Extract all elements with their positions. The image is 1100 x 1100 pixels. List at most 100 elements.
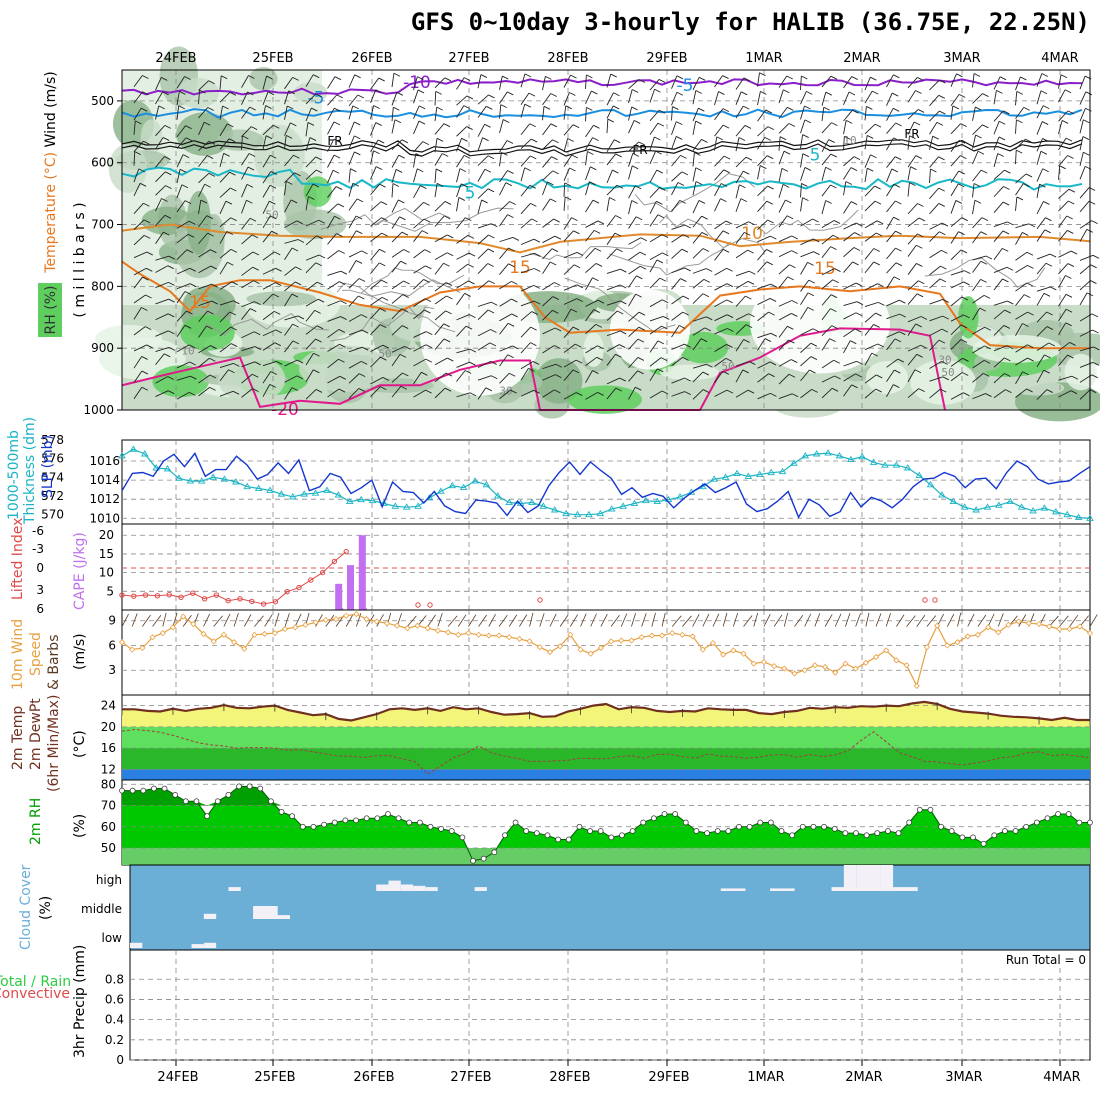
wind-barb-feather (425, 389, 432, 394)
wind-barb (585, 151, 588, 166)
wind-barb (1058, 215, 1068, 228)
wind-barb (305, 338, 316, 350)
wind-barb-feather (612, 105, 620, 110)
wind-barb (370, 232, 382, 242)
wind-barb-feather (856, 301, 864, 306)
wind-barb-feather (488, 94, 495, 99)
slp-tick-label: 1012 (89, 492, 120, 506)
wind-barb-feather (659, 109, 666, 114)
wind-barb-feather (510, 389, 517, 394)
wind-barb (477, 124, 485, 137)
wind-barb-feather (1046, 326, 1054, 330)
wind-barb (542, 282, 555, 291)
wind-barb-feather (375, 89, 382, 94)
wind-barb-feather (168, 298, 175, 303)
wind-barb (814, 613, 821, 627)
wind-barb (585, 356, 598, 367)
wind-barb-feather (749, 270, 756, 275)
wind-barb (520, 300, 535, 307)
wind-barb (778, 276, 789, 289)
wind-barb-feather (528, 367, 535, 372)
wind-barb-feather (532, 361, 540, 365)
wind-barb (1079, 264, 1091, 275)
wind-barb (294, 613, 302, 627)
y-tick-label: 700 (91, 218, 114, 232)
wind-barb (714, 124, 724, 137)
wind-point (658, 632, 666, 639)
wind-barb (219, 311, 231, 323)
wind-barb-feather (963, 314, 970, 319)
wind-barb-feather (596, 356, 603, 361)
wind-barb (649, 357, 662, 367)
wind-barb (907, 280, 919, 291)
wind-barb-feather (491, 223, 498, 228)
wind-barb (563, 182, 566, 197)
wind-barb-feather (851, 76, 858, 80)
wind-barb-feather (656, 200, 663, 205)
wind-barb-feather (918, 280, 925, 285)
wind-barb-feather (247, 166, 255, 171)
wind-barb (370, 183, 380, 196)
wind-barb (628, 293, 636, 307)
wind-barb (692, 167, 697, 182)
wind-barb-feather (1070, 390, 1078, 395)
wind-barb (499, 323, 509, 335)
wind-barb (434, 123, 445, 135)
rh-point (895, 830, 902, 836)
wind-barb-feather (740, 91, 748, 96)
wind-barb (219, 105, 223, 120)
wind-barb-feather (436, 137, 444, 142)
wind-barb-feather (661, 234, 669, 239)
wind-barb-feather (252, 251, 260, 256)
wind-barb-feather (1004, 309, 1011, 314)
wind-barb (477, 387, 487, 400)
wind-barb-feather (1042, 121, 1049, 125)
wind-barb-feather (436, 106, 443, 111)
wind-barb-feather (524, 73, 532, 78)
wind-barb-feather (269, 184, 277, 189)
wind-barb (778, 199, 786, 213)
wind-barb (563, 264, 575, 275)
rh-point (757, 819, 764, 826)
wind-barb (155, 77, 162, 91)
wind-barb-feather (684, 377, 691, 382)
wind-barb-feather (832, 279, 839, 284)
thickness-point (357, 495, 365, 503)
wind-barb (692, 215, 702, 228)
wind-barb-feather (576, 298, 583, 303)
thickness-point (801, 451, 810, 459)
wind-barb-feather (228, 369, 235, 374)
wind-barb (929, 110, 940, 122)
thickness-point (152, 464, 160, 471)
wind-barb-feather (443, 323, 450, 328)
wind-barb (950, 357, 963, 367)
wind-barb (757, 200, 768, 212)
wind-barb (434, 387, 446, 399)
wind-barb (907, 135, 910, 150)
wind-barb-feather (1016, 149, 1023, 154)
wind-barb-feather (208, 140, 216, 145)
wind-barb-feather (225, 200, 233, 205)
wind-barb (176, 91, 180, 106)
wind-barb-feather (507, 354, 514, 359)
slp-tick-label: 1014 (89, 473, 120, 487)
thickness-point (550, 506, 559, 513)
wind-barb (262, 371, 272, 384)
wind-barb (262, 329, 276, 337)
wind-barb-feather (186, 310, 193, 315)
wind-barb-feather (181, 184, 189, 189)
wind-barb (1079, 292, 1088, 306)
wind-barb-feather (486, 105, 493, 110)
wind-barb-feather (633, 120, 641, 124)
cape-tick-label: 5 (106, 584, 114, 598)
wind-barb (692, 152, 695, 167)
wind-barb (305, 352, 314, 366)
wind-barb-feather (640, 237, 648, 242)
wind-barb-feather (631, 106, 638, 111)
wind-barb-feather (382, 377, 390, 381)
wind-barb-feather (313, 74, 320, 79)
y-tick-label: 1000 (83, 403, 114, 417)
wind-barb (692, 181, 697, 196)
wind-barb (606, 215, 616, 227)
wind-barb-feather (1026, 388, 1033, 393)
